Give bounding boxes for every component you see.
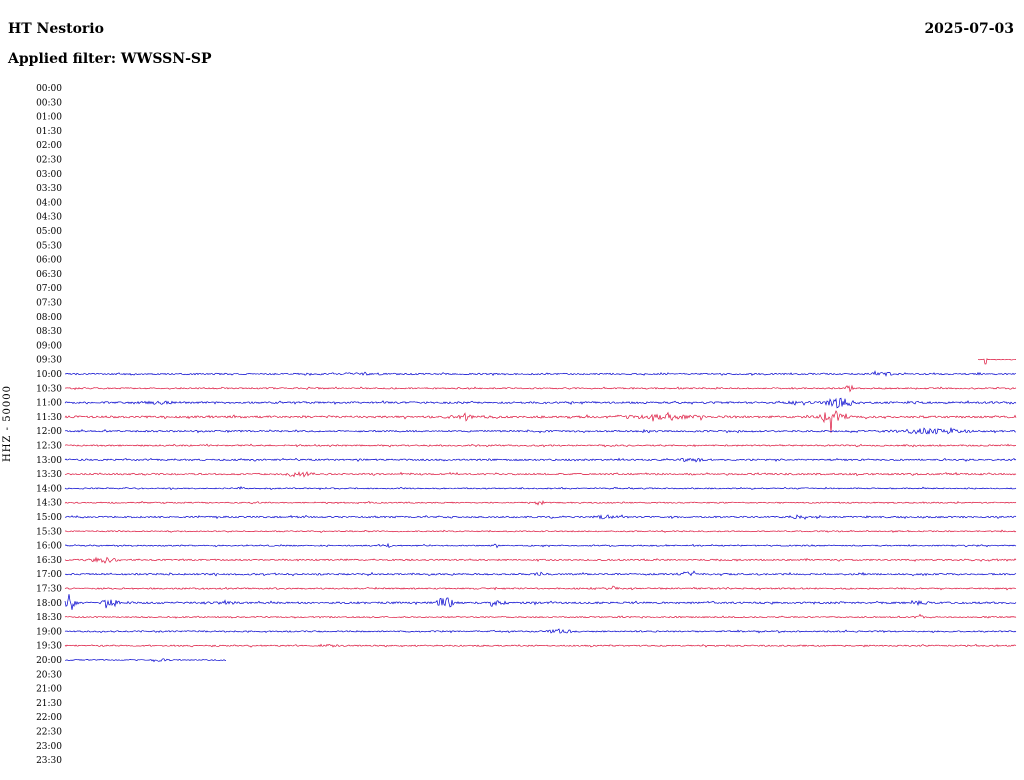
station-title: HT Nestorio xyxy=(8,21,104,37)
date-label: 2025-07-03 xyxy=(924,21,1014,37)
trace-row-12:00 xyxy=(64,427,1017,435)
time-label: 19:00 xyxy=(36,627,62,637)
time-label: 03:00 xyxy=(36,170,62,180)
trace-row-14:30 xyxy=(64,500,1017,506)
trace-row-14:00 xyxy=(64,486,1017,491)
applied-filter-label: Applied filter: WWSSN-SP xyxy=(8,51,212,67)
time-label: 06:30 xyxy=(36,270,62,280)
trace-row-13:30 xyxy=(64,471,1017,478)
time-label: 16:00 xyxy=(36,542,62,552)
time-label: 19:30 xyxy=(36,642,62,652)
trace-row-10:30 xyxy=(64,384,1017,393)
time-label: 04:00 xyxy=(36,198,62,208)
time-label: 21:30 xyxy=(36,699,62,709)
trace-row-20:00 xyxy=(64,658,226,663)
time-label: 18:00 xyxy=(36,599,62,609)
time-label: 03:30 xyxy=(36,184,62,194)
time-label: 17:00 xyxy=(36,570,62,580)
trace-row-13:00 xyxy=(64,457,1017,463)
time-label: 12:30 xyxy=(36,442,62,452)
trace-row-15:30 xyxy=(64,529,1017,533)
trace-row-17:00 xyxy=(64,570,1017,577)
time-label: 02:00 xyxy=(36,141,62,151)
time-label: 23:00 xyxy=(36,742,62,752)
trace-row-15:00 xyxy=(64,514,1017,520)
time-label: 05:00 xyxy=(36,227,62,237)
time-label: 06:00 xyxy=(36,256,62,266)
time-label: 08:30 xyxy=(36,327,62,337)
time-label: 13:30 xyxy=(36,470,62,480)
time-label: 00:00 xyxy=(36,84,62,94)
time-label: 22:30 xyxy=(36,728,62,738)
time-label: 18:30 xyxy=(36,613,62,623)
time-label: 13:00 xyxy=(36,456,62,466)
time-label: 11:30 xyxy=(36,413,62,423)
time-label: 21:00 xyxy=(36,685,62,695)
time-label: 09:30 xyxy=(36,356,62,366)
time-label: 17:30 xyxy=(36,585,62,595)
time-label: 14:00 xyxy=(36,484,62,494)
time-label: 00:30 xyxy=(36,98,62,108)
time-label: 10:00 xyxy=(36,370,62,380)
time-label: 14:30 xyxy=(36,499,62,509)
trace-row-18:30 xyxy=(64,613,1017,619)
trace-row-12:30 xyxy=(64,443,1016,448)
time-label: 23:30 xyxy=(36,756,62,766)
trace-row-10:00 xyxy=(65,370,1016,377)
trace-row-19:30 xyxy=(64,643,1017,648)
time-label: 01:30 xyxy=(36,127,62,137)
time-label: 12:00 xyxy=(36,427,62,437)
time-label: 20:30 xyxy=(36,670,62,680)
time-label: 07:00 xyxy=(36,284,62,294)
time-label: 16:30 xyxy=(36,556,62,566)
time-label: 04:30 xyxy=(36,213,62,223)
trace-row-11:00 xyxy=(64,397,1017,409)
time-label: 15:30 xyxy=(36,527,62,537)
time-label: 02:30 xyxy=(36,156,62,166)
trace-row-11:30 xyxy=(64,410,1017,433)
time-label: 11:00 xyxy=(36,399,62,409)
time-label: 01:00 xyxy=(36,113,62,123)
trace-row-18:00 xyxy=(64,594,1017,610)
trace-row-16:30 xyxy=(64,556,1017,564)
trace-row-09:30 xyxy=(977,358,1017,365)
time-label: 08:00 xyxy=(36,313,62,323)
trace-row-16:00 xyxy=(64,542,1017,549)
time-label: 10:30 xyxy=(36,384,62,394)
trace-row-17:30 xyxy=(64,585,1017,591)
time-label: 22:00 xyxy=(36,713,62,723)
time-label: 15:00 xyxy=(36,513,62,523)
trace-row-19:00 xyxy=(64,628,1017,634)
time-label: 05:30 xyxy=(36,241,62,251)
time-label: 09:00 xyxy=(36,341,62,351)
time-label: 20:00 xyxy=(36,656,62,666)
time-label: 07:30 xyxy=(36,299,62,309)
